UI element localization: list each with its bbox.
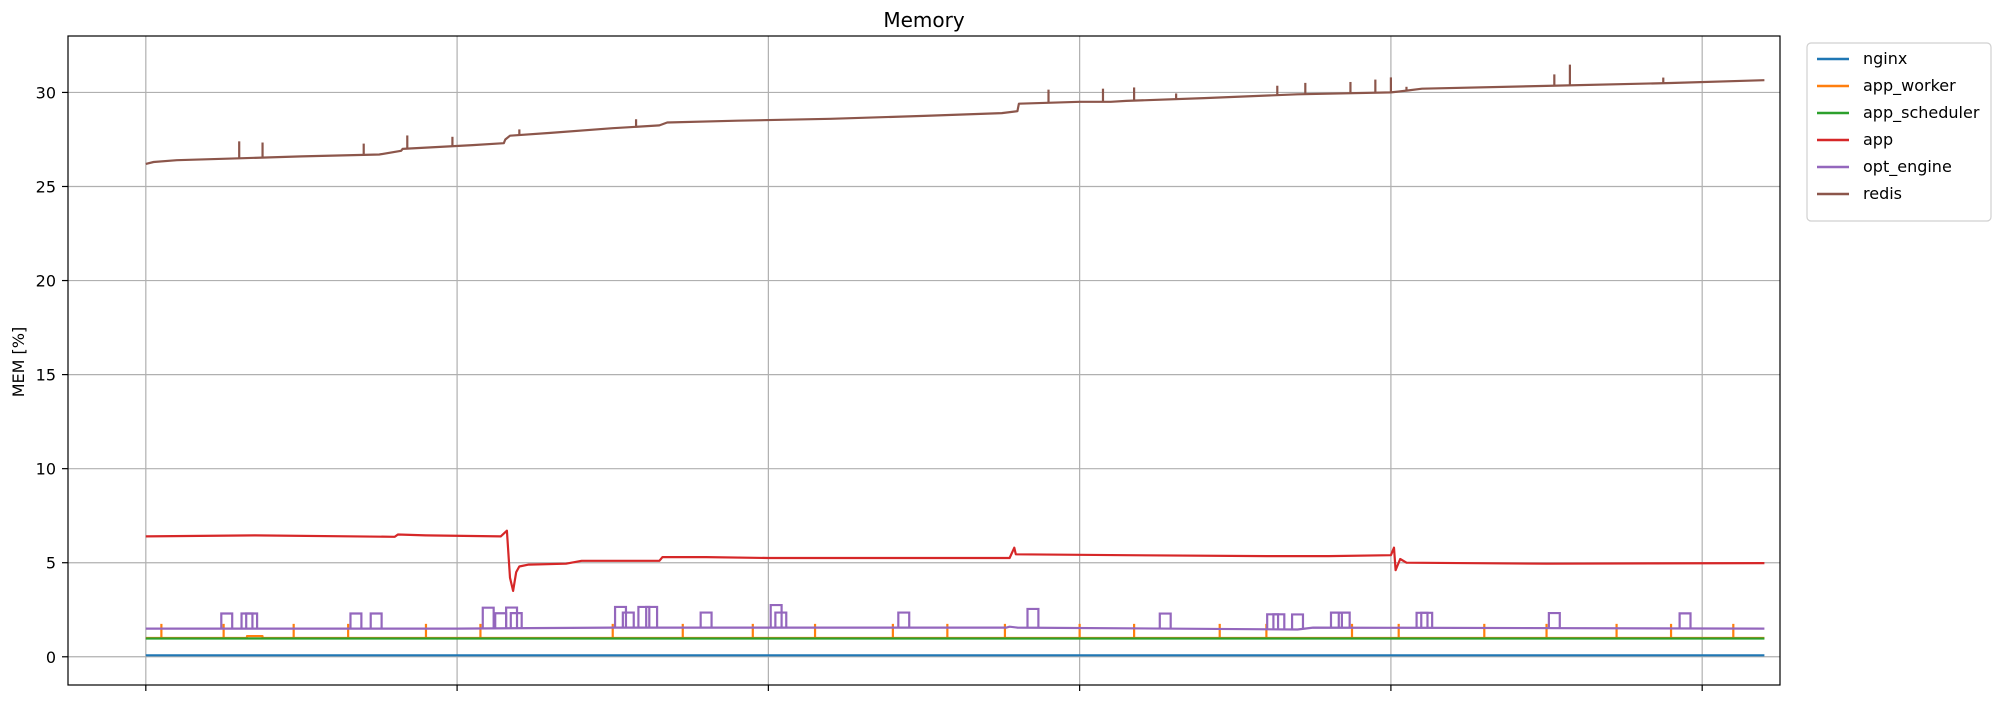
- y-tick-label-4: 20: [36, 272, 56, 291]
- opt_engine-bump-11: [637, 605, 651, 628]
- series-redis: [145, 64, 1765, 165]
- series-app_worker: [145, 623, 1765, 640]
- y-tick-label-2: 10: [36, 460, 56, 479]
- chart-title: Memory: [883, 8, 965, 32]
- opt_engine-bump-5: [481, 606, 495, 629]
- opt_engine-bump-21: [1290, 613, 1305, 630]
- opt_engine-bump-26: [1547, 611, 1561, 629]
- opt_engine-bump-7: [505, 606, 519, 629]
- y-tick-label-0: 0: [46, 648, 56, 667]
- opt_engine-bump-0: [220, 612, 234, 629]
- legend-label-opt_engine: opt_engine: [1863, 157, 1952, 177]
- y-tick-label-3: 15: [36, 366, 56, 385]
- opt_engine-bump-15: [774, 611, 788, 628]
- opt_engine-bump-3: [349, 612, 363, 629]
- series-app: [145, 529, 1765, 592]
- opt_engine-bump-9: [613, 605, 628, 628]
- y-tick-labels: 0 5 10 15 20 25 30: [36, 83, 68, 667]
- series-layer: [145, 64, 1765, 657]
- redis-line: [145, 79, 1765, 165]
- opt_engine-bump-14: [769, 603, 783, 628]
- opt_engine-bump-18: [1158, 612, 1172, 629]
- opt_engine-bump-27: [1678, 612, 1692, 629]
- opt_engine-bump-10: [621, 611, 635, 628]
- opt_engine-bump-22: [1329, 611, 1343, 628]
- plot-frame: [67, 35, 1781, 686]
- legend-label-app: app: [1863, 130, 1893, 149]
- opt_engine-line: [145, 625, 1765, 631]
- opt_engine-bump-25: [1420, 611, 1434, 628]
- opt_engine-bump-16: [897, 611, 911, 628]
- opt_engine-bump-12: [645, 605, 659, 628]
- y-tick-label-1: 5: [46, 554, 56, 573]
- legend-label-nginx: nginx: [1863, 49, 1907, 68]
- opt_engine-bump-17: [1026, 607, 1040, 628]
- legend-box: [1806, 42, 1992, 222]
- app-line: [145, 529, 1765, 592]
- legend-label-app_scheduler: app_scheduler: [1863, 103, 1980, 123]
- grid: [68, 36, 1780, 691]
- opt_engine-bump-6: [494, 612, 508, 629]
- opt_engine-bump-20: [1272, 613, 1286, 630]
- opt_engine-bump-2: [245, 612, 259, 629]
- opt_engine-bump-23: [1337, 611, 1351, 628]
- y-tick-label-5: 25: [36, 177, 56, 196]
- opt_engine-bump-4: [369, 612, 383, 629]
- opt_engine-bump-13: [699, 611, 713, 628]
- y-axis-label: MEM [%]: [9, 327, 28, 398]
- opt_engine-bump-8: [509, 612, 523, 629]
- legend-label-redis: redis: [1863, 184, 1902, 203]
- series-opt_engine: [145, 603, 1765, 631]
- legend-label-app_worker: app_worker: [1863, 76, 1956, 96]
- y-tick-label-6: 30: [36, 83, 56, 102]
